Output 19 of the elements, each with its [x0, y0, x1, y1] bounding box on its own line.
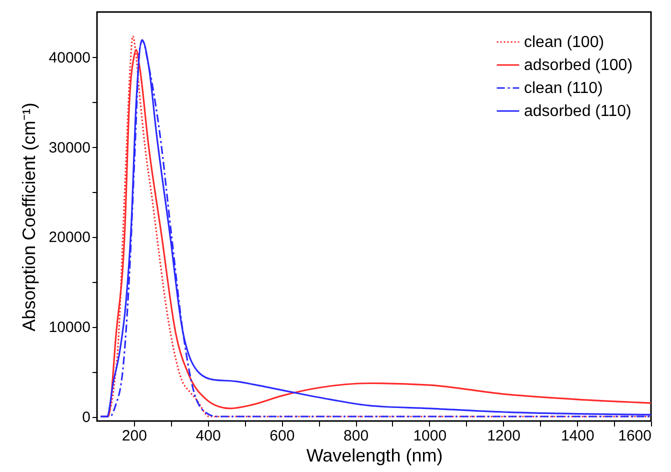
- x-tick-label: 400: [196, 428, 221, 444]
- legend-label: clean (100): [524, 34, 604, 51]
- x-tick-label: 200: [122, 428, 147, 444]
- legend-label: adsorbed (100): [524, 57, 633, 74]
- y-tick-label: 0: [82, 409, 90, 426]
- legend-label: adsorbed (110): [524, 103, 632, 120]
- x-tick-label: 1600: [618, 428, 652, 444]
- x-tick-label: 800: [344, 428, 369, 444]
- x-tick-label: 600: [270, 428, 295, 444]
- y-tick-label: 40000: [48, 49, 90, 66]
- y-axis-title: Absorption Coefficient (cm⁻¹): [18, 102, 39, 332]
- x-tick-label: 1200: [487, 428, 520, 444]
- x-axis-title: Wavelength (nm): [306, 446, 443, 466]
- x-tick-label: 1000: [413, 428, 447, 444]
- y-tick-label: 20000: [48, 229, 90, 246]
- legend-label: clean (110): [524, 80, 603, 97]
- x-tick-label: 1400: [560, 428, 594, 444]
- y-tick-label: 10000: [48, 319, 90, 336]
- y-tick-label: 30000: [48, 139, 90, 156]
